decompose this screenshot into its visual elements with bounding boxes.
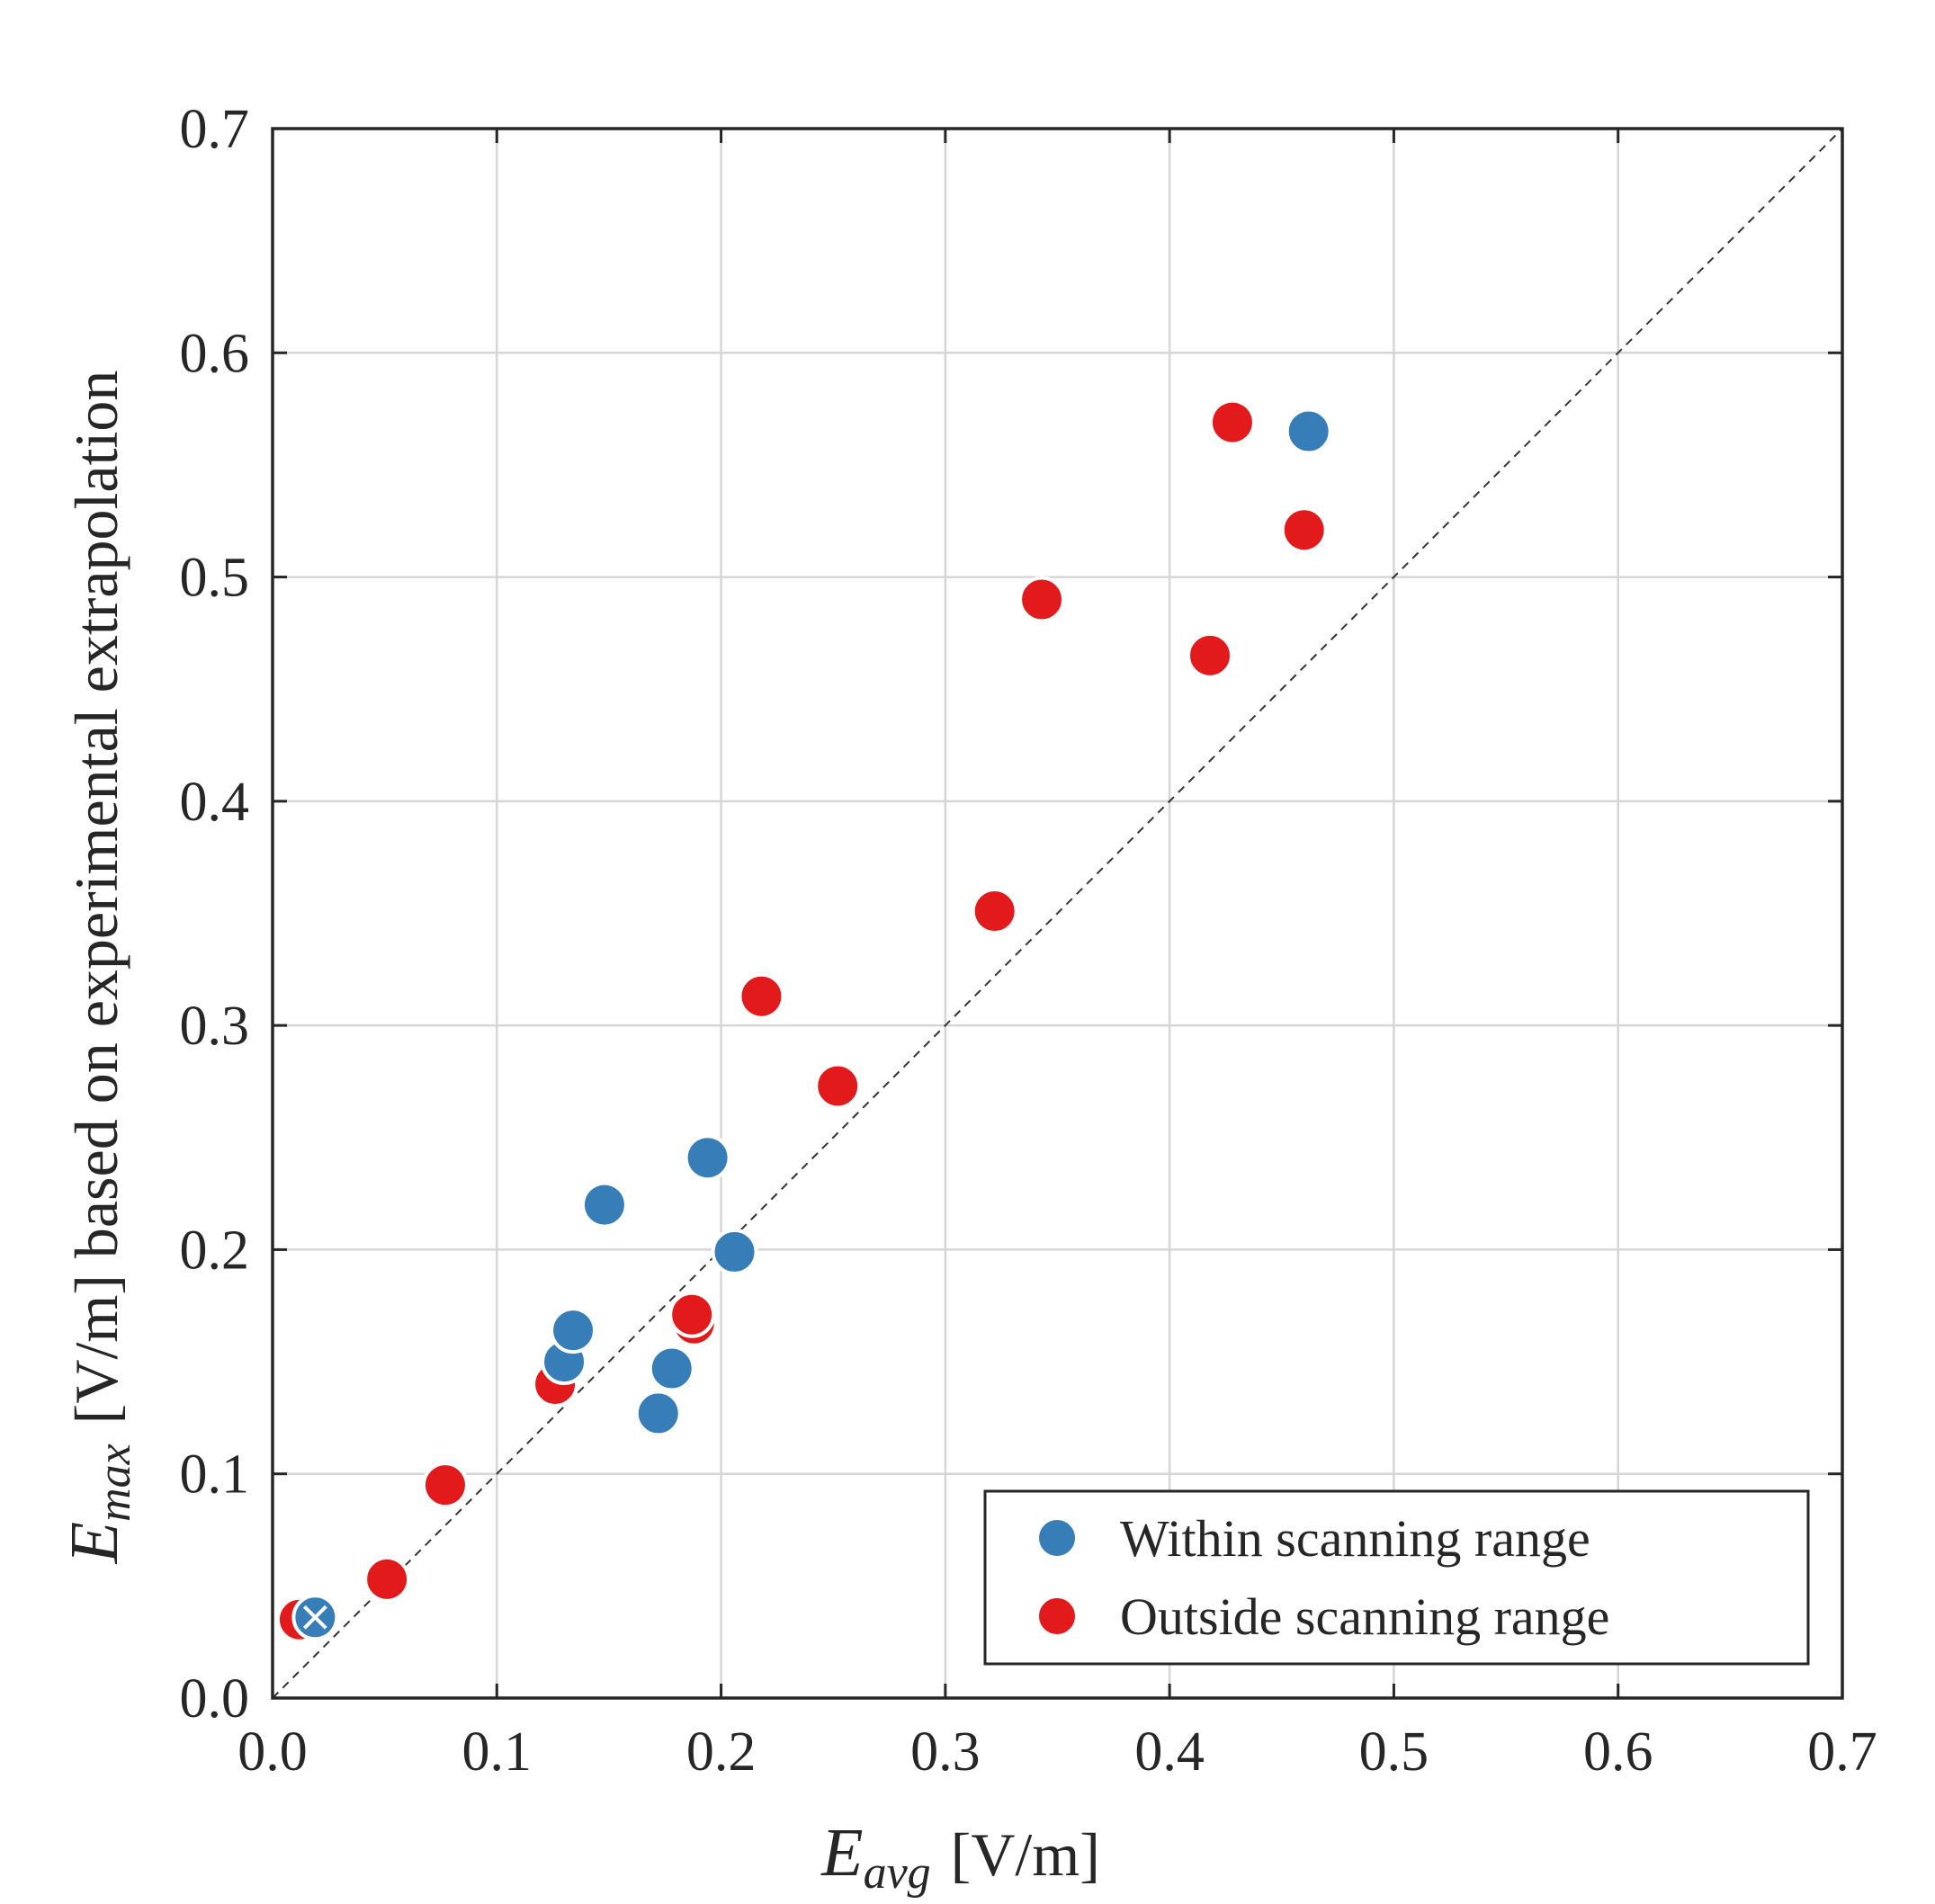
identity-reference-line	[272, 128, 1843, 1699]
axes-frame	[271, 127, 1844, 1700]
point-within-scanning-range	[711, 1228, 758, 1275]
data-points	[275, 398, 1332, 1643]
point-within-scanning-range	[684, 1134, 731, 1182]
point-outside-scanning-range	[363, 1555, 411, 1603]
x-tick-label: 0.0	[237, 1721, 308, 1783]
point-within-scanning-range	[550, 1307, 597, 1354]
x-axis-label: Eavg [V/m]	[820, 1815, 1100, 1899]
tick-marks	[271, 127, 1844, 1700]
point-outside-scanning-range	[814, 1062, 862, 1110]
x-tick-label: 0.2	[686, 1721, 757, 1783]
point-outside-scanning-range	[421, 1462, 469, 1509]
y-tick-label: 0.7	[180, 99, 250, 160]
point-outside-scanning-range	[1280, 506, 1328, 554]
y-tick-label: 0.5	[180, 548, 250, 609]
point-outside-scanning-range	[738, 972, 785, 1020]
legend-marker-outside	[1035, 1595, 1079, 1638]
y-axis-unit: [V/m]	[62, 1274, 130, 1424]
y-tick-label: 0.4	[180, 772, 250, 833]
y-tick-label: 0.1	[180, 1444, 250, 1506]
y-tick-label: 0.6	[180, 323, 250, 384]
point-within-scanning-range	[634, 1390, 682, 1437]
legend-label-outside: Outside scanning range	[1120, 1587, 1609, 1646]
y-tick-label: 0.0	[180, 1668, 250, 1730]
legend: Within scanning range Outside scanning r…	[983, 1489, 1810, 1666]
x-axis-unit: [V/m]	[951, 1820, 1100, 1889]
point-within-scanning-range	[1285, 407, 1332, 455]
y-tick-labels: 0.0 0.1 0.2 0.3 0.4 0.5 0.6 0.7	[180, 99, 250, 1730]
point-within-scanning-range	[580, 1181, 628, 1229]
x-tick-label: 0.6	[1583, 1721, 1653, 1783]
point-outside-scanning-range	[1208, 398, 1256, 446]
x-tick-labels: 0.0 0.1 0.2 0.3 0.4 0.5 0.6 0.7	[237, 1721, 1877, 1783]
y-axis-text: based on experimental extrapolation	[62, 371, 130, 1259]
x-tick-label: 0.3	[910, 1721, 981, 1783]
point-outside-scanning-range	[971, 888, 1018, 935]
y-tick-label: 0.3	[180, 996, 250, 1057]
y-axis-label: Emax [V/m] based on experimental extrapola…	[57, 371, 140, 1565]
x-tick-label: 0.4	[1134, 1721, 1205, 1783]
y-axis-subscript: max	[89, 1444, 140, 1522]
x-axis-subscript: avg	[864, 1847, 931, 1899]
x-tick-label: 0.7	[1807, 1721, 1877, 1783]
legend-label-within: Within scanning range	[1120, 1509, 1590, 1568]
point-outside-scanning-range	[668, 1291, 716, 1338]
point-within-scanning-range	[648, 1345, 695, 1392]
x-axis-symbol: E	[820, 1815, 863, 1891]
point-outside-scanning-range	[1018, 576, 1066, 623]
legend-marker-within	[1035, 1516, 1079, 1560]
y-axis-symbol: E	[57, 1522, 132, 1564]
legend-box	[983, 1489, 1810, 1666]
grid	[273, 129, 1842, 1698]
x-tick-label: 0.5	[1359, 1721, 1429, 1783]
point-outside-scanning-range	[1187, 631, 1234, 679]
point-x-mark	[302, 1605, 327, 1630]
x-tick-label: 0.1	[462, 1721, 533, 1783]
y-tick-label: 0.2	[180, 1220, 250, 1281]
